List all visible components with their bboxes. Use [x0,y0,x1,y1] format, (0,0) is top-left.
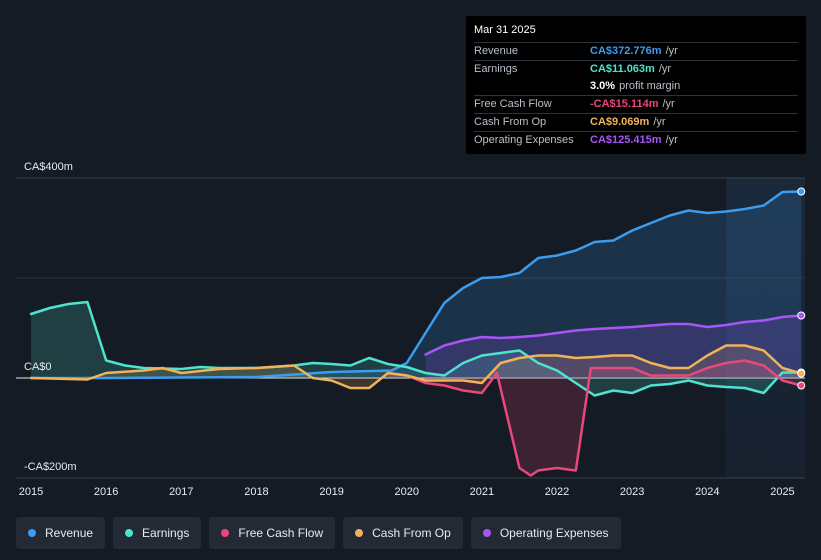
tooltip-row: Revenue CA$372.776m/yr [474,42,798,60]
tooltip-row-label: Cash From Op [474,116,547,128]
y-tick-label: -CA$200m [24,461,77,473]
earnings-area [31,302,802,396]
tooltip-row-suffix: profit margin [619,80,681,92]
cash-from-op-endpoint [797,369,806,378]
legend-label: Revenue [45,526,94,540]
x-tick-label: 2020 [395,486,419,498]
tooltip-row: 3.0% profit margin [474,78,798,95]
tooltip-row-suffix: /yr [662,98,675,110]
tooltip-row-suffix: /yr [665,45,678,57]
tooltip-row-value: 3.0% [590,80,616,92]
legend-label: Cash From Op [372,526,451,540]
free-cash-flow-area [387,360,802,476]
legend-item-operating-expenses[interactable]: Operating Expenses [470,517,621,549]
operating-expenses-area [425,315,802,378]
revenue-line [29,190,803,380]
x-tick-label: 2024 [695,486,719,498]
legend-dot-icon [221,529,230,537]
tooltip-row-value: CA$125.415m [590,134,662,146]
x-tick-label: 2015 [19,486,43,498]
tooltip-row-suffix: /yr [665,134,678,146]
x-tick-label: 2017 [169,486,193,498]
legend-dot-icon [482,529,491,537]
tooltip-row: Cash From Op CA$9.069m/yr [474,113,798,131]
legend-label: Operating Expenses [499,526,609,540]
legend-item-free-cash-flow[interactable]: Free Cash Flow [209,517,336,549]
x-tick-label: 2022 [545,486,569,498]
tooltip-row: Earnings CA$11.063m/yr [474,60,798,78]
tooltip-row-label: Operating Expenses [474,134,574,146]
tooltip-row-label [474,78,590,95]
x-tick-label: 2023 [620,486,644,498]
tooltip-panel: Mar 31 2025 Revenue CA$372.776m/yr Earning… [466,16,806,154]
tooltip-row-suffix: /yr [658,63,672,75]
revenue-endpoint [797,187,806,196]
tooltip-row-label: Revenue [474,45,519,57]
tooltip-row-value: CA$9.069m [590,116,650,128]
y-tick-label: CA$400m [24,161,73,173]
legend-label: Earnings [142,526,190,540]
x-tick-label: 2021 [470,486,494,498]
tooltip-row-suffix: /yr [653,116,666,128]
legend-dot-icon [355,529,364,537]
tooltip-row-label: Earnings [474,63,518,75]
legend: Revenue Earnings Free Cash Flow Cash From O… [16,517,621,549]
x-tick-label: 2018 [244,486,268,498]
legend-item-earnings[interactable]: Earnings [113,517,202,549]
cash-from-op-line [29,344,803,390]
tooltip-row: Operating Expenses CA$125.415m/yr [474,131,798,149]
x-tick-label: 2019 [319,486,343,498]
free-cash-flow-endpoint [797,381,806,390]
tooltip-row-value: -CA$15.114m [590,98,659,110]
tooltip-row-label: Free Cash Flow [474,98,552,110]
operating-expenses-endpoint [797,311,806,320]
tooltip-row-value: CA$372.776m [590,45,662,57]
free-cash-flow-line [386,359,803,477]
legend-label: Free Cash Flow [238,526,324,540]
legend-dot-icon [125,529,134,537]
x-tick-label: 2016 [94,486,118,498]
operating-expenses-line [424,314,803,356]
forecast-shade [726,178,805,478]
legend-dot-icon [28,529,36,537]
legend-item-cash-from-op[interactable]: Cash From Op [343,517,463,549]
legend-item-revenue[interactable]: Revenue [16,517,106,549]
tooltip-row-value: CA$11.063m [590,63,655,75]
revenue-area [31,191,802,378]
x-tick-label: 2025 [770,486,794,498]
tooltip-date: Mar 31 2025 [474,24,536,36]
y-tick-label: CA$0 [24,361,52,373]
tooltip-row: Free Cash Flow -CA$15.114m/yr [474,95,798,113]
